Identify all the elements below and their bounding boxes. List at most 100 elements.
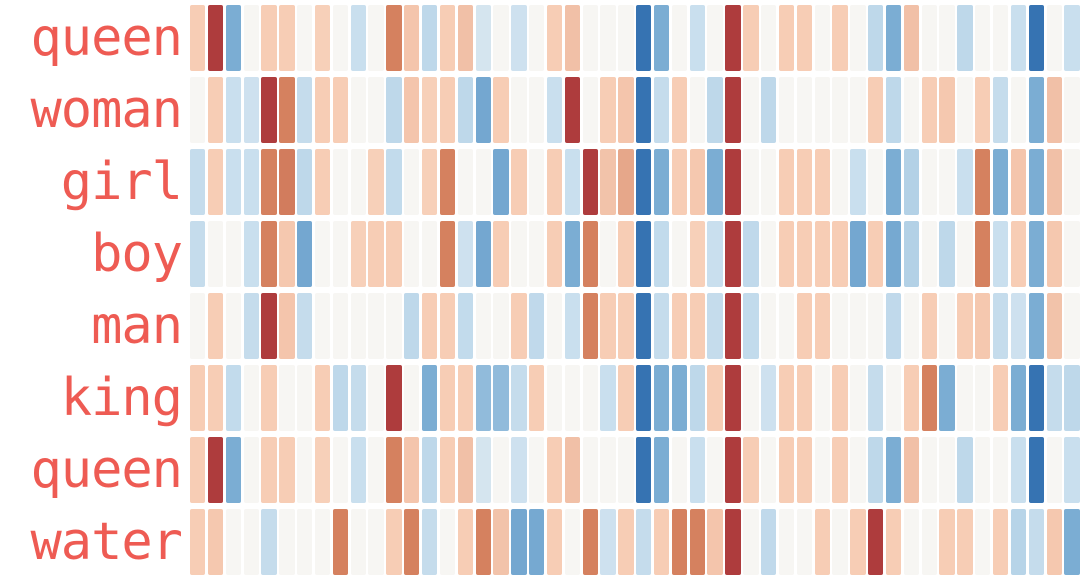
heatmap-cell — [475, 437, 491, 503]
heatmap-cell — [939, 221, 955, 287]
heatmap-cell — [885, 437, 902, 503]
heatmap-cell — [493, 509, 509, 575]
heatmap-cell — [600, 437, 616, 503]
heatmap-cell — [261, 365, 277, 431]
heatmap-cell — [689, 221, 705, 287]
heatmap-cell — [368, 293, 384, 359]
heatmap-cell — [636, 437, 652, 503]
heatmap-cell — [1046, 437, 1062, 503]
heatmap-cell — [600, 293, 616, 359]
heatmap-cell — [885, 5, 902, 71]
heatmap-cell — [386, 293, 402, 359]
heatmap-cell — [636, 221, 652, 287]
heatmap-cell — [885, 293, 902, 359]
heatmap-cell — [582, 437, 598, 503]
heatmap-cell — [457, 221, 473, 287]
heatmap-cell — [475, 77, 491, 143]
heatmap-cell — [653, 221, 670, 287]
row-label: water — [30, 512, 183, 572]
heatmap-cell — [297, 77, 313, 143]
heatmap-cell — [1010, 293, 1027, 359]
heatmap-cell — [850, 293, 866, 359]
heatmap-cell — [511, 509, 527, 575]
heatmap-cell — [1064, 149, 1080, 215]
heatmap-cell — [243, 437, 259, 503]
heatmap-cell — [796, 509, 813, 575]
heatmap-cell — [564, 149, 581, 215]
heatmap-cell — [386, 149, 402, 215]
heatmap-cell — [743, 5, 759, 71]
heatmap-cell — [314, 149, 331, 215]
heatmap-cell — [796, 221, 813, 287]
heatmap-cell — [761, 221, 777, 287]
heatmap-cell — [279, 149, 295, 215]
heatmap-cell — [582, 509, 598, 575]
heatmap-cell — [207, 221, 224, 287]
embedding-vector-strip — [190, 5, 1080, 71]
heatmap-cell — [314, 365, 331, 431]
heatmap-cell — [350, 5, 366, 71]
heatmap-cell — [992, 5, 1009, 71]
heatmap-cell — [636, 5, 652, 71]
heatmap-cell — [314, 221, 331, 287]
heatmap-cell — [1028, 365, 1044, 431]
heatmap-cell — [653, 437, 670, 503]
heatmap-cell — [832, 293, 848, 359]
heatmap-cell — [992, 293, 1009, 359]
heatmap-cell — [404, 77, 420, 143]
heatmap-cell — [618, 221, 634, 287]
heatmap-cell — [868, 509, 884, 575]
heatmap-cell — [832, 509, 848, 575]
heatmap-cell — [689, 77, 705, 143]
heatmap-cell — [314, 5, 331, 71]
heatmap-cell — [761, 149, 777, 215]
heatmap-cell — [207, 365, 224, 431]
heatmap-cell — [957, 77, 973, 143]
heatmap-cell — [457, 437, 473, 503]
heatmap-cell — [743, 437, 759, 503]
heatmap-cell — [778, 293, 795, 359]
heatmap-cell — [653, 509, 670, 575]
heatmap-cell — [1046, 509, 1062, 575]
heatmap-cell — [975, 293, 991, 359]
heatmap-cell — [957, 149, 973, 215]
heatmap-cell — [921, 293, 937, 359]
heatmap-cell — [814, 509, 830, 575]
heatmap-cell — [1010, 365, 1027, 431]
heatmap-cell — [368, 77, 384, 143]
heatmap-cell — [243, 509, 259, 575]
heatmap-cell — [832, 149, 848, 215]
heatmap-cell — [600, 5, 616, 71]
heatmap-cell — [725, 365, 741, 431]
heatmap-cell — [850, 437, 866, 503]
heatmap-cell — [582, 221, 598, 287]
heatmap-cell — [1046, 149, 1062, 215]
heatmap-cell — [868, 221, 884, 287]
heatmap-cell — [885, 221, 902, 287]
heatmap-cell — [207, 149, 224, 215]
heatmap-cell — [725, 221, 741, 287]
heatmap-cell — [1028, 77, 1044, 143]
heatmap-cell — [618, 437, 634, 503]
heatmap-cell — [707, 365, 723, 431]
heatmap-cell — [671, 5, 688, 71]
heatmap-cell — [439, 221, 456, 287]
heatmap-cell — [529, 293, 545, 359]
heatmap-cell — [439, 77, 456, 143]
heatmap-cell — [297, 293, 313, 359]
heatmap-cell — [725, 293, 741, 359]
heatmap-cell — [225, 149, 242, 215]
heatmap-cell — [778, 221, 795, 287]
heatmap-cell — [761, 437, 777, 503]
heatmap-cell — [279, 5, 295, 71]
heatmap-cell — [868, 365, 884, 431]
heatmap-cell — [493, 365, 509, 431]
heatmap-cell — [761, 365, 777, 431]
heatmap-cell — [921, 149, 937, 215]
heatmap-cell — [850, 509, 866, 575]
heatmap-cell — [689, 365, 705, 431]
heatmap-cell — [885, 149, 902, 215]
heatmap-cell — [761, 293, 777, 359]
heatmap-cell — [582, 365, 598, 431]
heatmap-cell — [225, 293, 242, 359]
